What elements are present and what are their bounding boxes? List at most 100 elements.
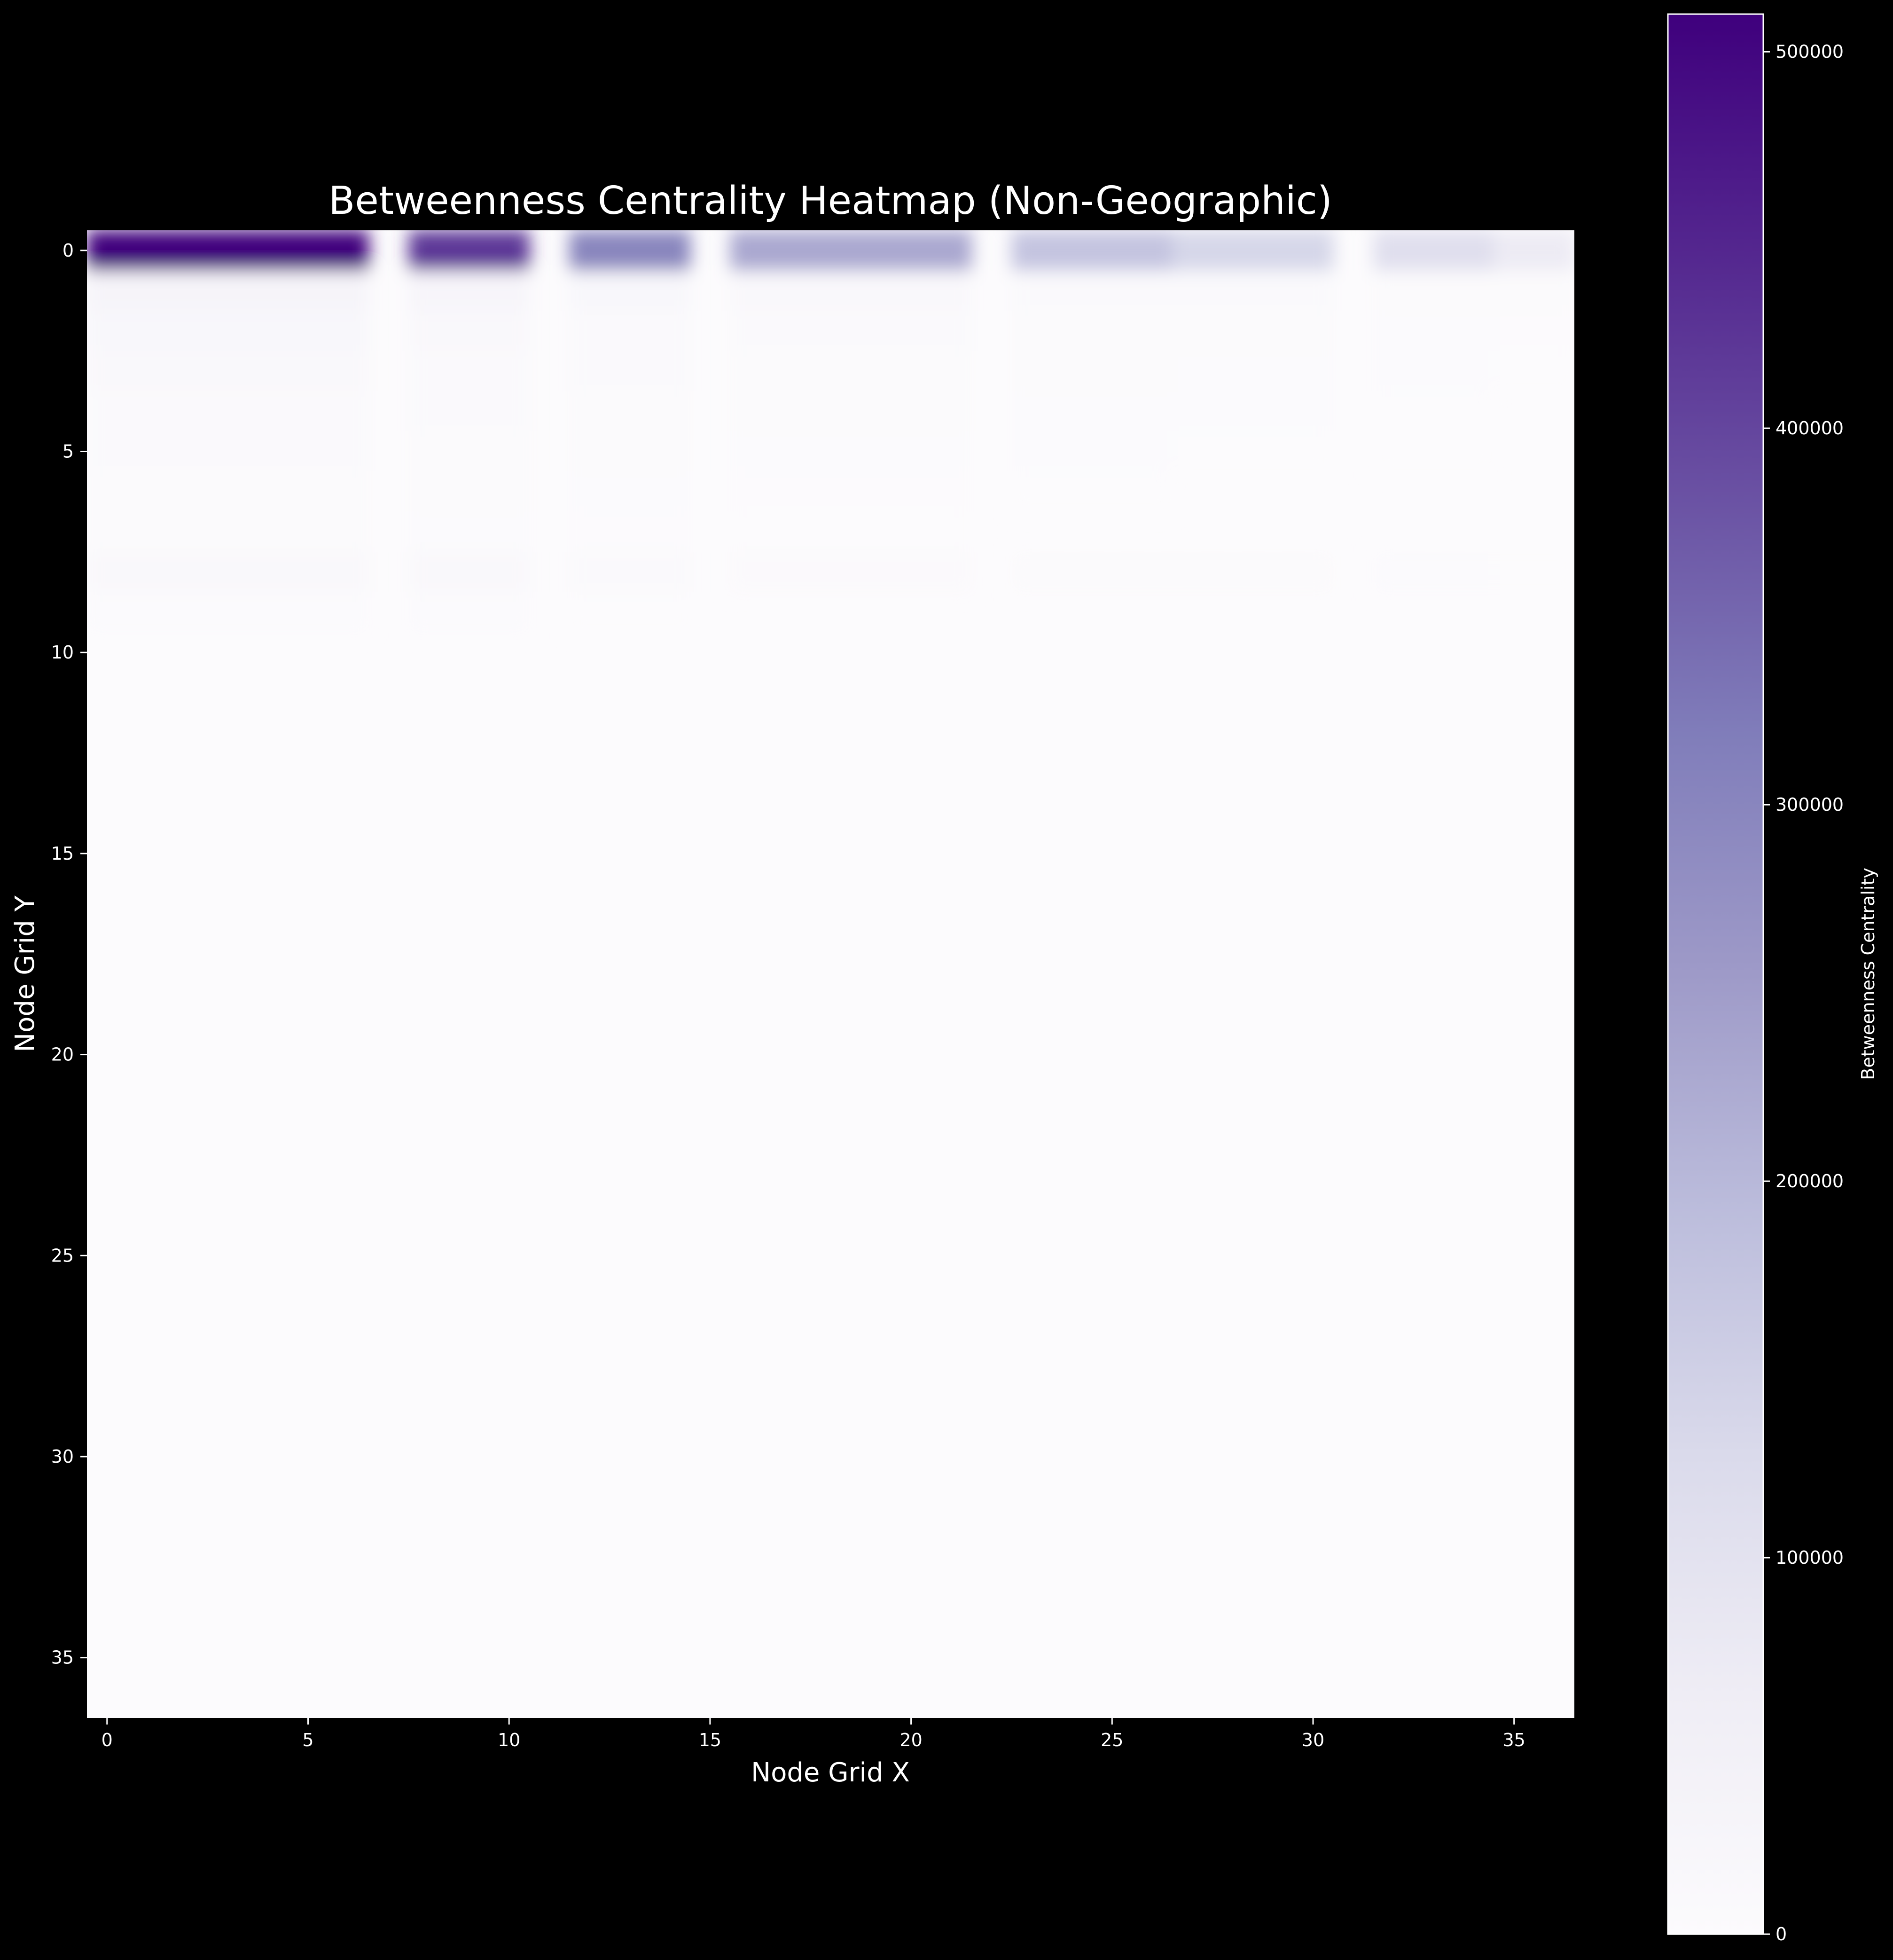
heatmap-cell — [207, 431, 249, 472]
x-axis-label: Node Grid X — [751, 1757, 910, 1788]
heatmap-cell — [569, 511, 610, 553]
heatmap-cell — [770, 552, 811, 593]
heatmap-cell — [730, 311, 771, 352]
heatmap-cell — [810, 351, 852, 392]
heatmap-cell — [167, 391, 208, 432]
heatmap-cell — [1252, 351, 1294, 392]
heatmap-cell — [288, 471, 329, 512]
heatmap-cell — [408, 351, 449, 392]
x-tick-label: 30 — [1302, 1730, 1324, 1750]
heatmap-cell — [1011, 391, 1052, 432]
heatmap-cell — [1373, 230, 1414, 271]
heatmap-cell — [931, 511, 972, 553]
heatmap-cell — [408, 270, 449, 312]
heatmap-cell — [127, 592, 168, 633]
heatmap-cell — [730, 552, 771, 593]
heatmap-cell — [167, 230, 208, 271]
heatmap-cell — [649, 511, 691, 553]
heatmap-cell — [569, 391, 610, 432]
colorbar-tick-label: 500000 — [1776, 41, 1844, 62]
heatmap-cell — [569, 351, 610, 392]
heatmap-cell — [207, 270, 249, 312]
heatmap-cell — [1494, 270, 1535, 312]
heatmap-cell — [1454, 311, 1494, 352]
heatmap-cell — [408, 311, 449, 352]
heatmap-cell — [730, 351, 771, 392]
heatmap-cell — [610, 431, 650, 472]
heatmap-cell — [1212, 311, 1253, 352]
heatmap-cell — [1413, 230, 1455, 271]
heatmap-cell — [408, 592, 449, 633]
heatmap-cell — [1011, 431, 1052, 472]
heatmap-cell — [288, 552, 329, 593]
colorbar-tick-label: 200000 — [1776, 1171, 1844, 1192]
heatmap-cell — [770, 391, 811, 432]
heatmap-cell — [851, 230, 892, 271]
heatmap-cell — [207, 511, 249, 553]
heatmap-cell — [1011, 552, 1052, 593]
heatmap-cell — [288, 270, 329, 312]
heatmap-cell — [649, 230, 691, 271]
heatmap-cell — [1172, 351, 1213, 392]
heatmap-cell — [1252, 391, 1294, 432]
heatmap-cell — [851, 351, 892, 392]
heatmap-cell — [328, 351, 369, 392]
heatmap-cell — [1172, 230, 1213, 271]
heatmap-cell — [1172, 391, 1213, 432]
heatmap-cell — [248, 270, 289, 312]
heatmap-cell — [1132, 351, 1173, 392]
heatmap-cell — [851, 471, 892, 512]
heatmap-cell — [1051, 311, 1093, 352]
heatmap-cell — [569, 431, 610, 472]
heatmap-cell — [288, 311, 329, 352]
heatmap-cell — [730, 431, 771, 472]
heatmap-cell — [1413, 351, 1455, 392]
heatmap-cell — [248, 592, 289, 633]
heatmap-cell — [1212, 391, 1253, 432]
heatmap-cell — [1534, 311, 1574, 352]
heatmap-cell — [127, 351, 168, 392]
heatmap-cell — [1092, 391, 1133, 432]
heatmap-cell — [610, 552, 650, 593]
heatmap-cells — [87, 230, 1574, 633]
heatmap-cell — [649, 592, 691, 633]
heatmap-cell — [1011, 230, 1052, 271]
heatmap-cell — [569, 471, 610, 512]
x-tick-label: 5 — [302, 1730, 313, 1750]
heatmap-cell — [1011, 270, 1052, 312]
heatmap-cell — [649, 552, 691, 593]
heatmap-cell — [610, 511, 650, 553]
y-tick-label: 35 — [51, 1647, 74, 1668]
heatmap-cell — [810, 552, 852, 593]
heatmap-cell — [448, 311, 490, 352]
heatmap-cell — [1494, 311, 1535, 352]
x-axis-ticks: 0 5 10 15 20 25 30 35 — [102, 1718, 1525, 1750]
heatmap-cell — [770, 511, 811, 553]
heatmap-cell — [649, 270, 691, 312]
heatmap-cell — [891, 270, 932, 312]
heatmap-cell — [1413, 391, 1455, 432]
heatmap-cell — [167, 351, 208, 392]
heatmap-cell — [1172, 431, 1213, 472]
heatmap-cell — [931, 270, 972, 312]
heatmap-cell — [891, 511, 932, 553]
heatmap-cell — [610, 592, 650, 633]
heatmap-cell — [810, 230, 852, 271]
heatmap-cell — [1051, 391, 1093, 432]
heatmap-cell — [1293, 552, 1334, 593]
heatmap-cell — [408, 391, 449, 432]
heatmap-cell — [1293, 431, 1334, 472]
heatmap-cell — [810, 471, 852, 512]
heatmap-cell — [649, 471, 691, 512]
heatmap-cell — [1293, 270, 1334, 312]
heatmap-cell — [1132, 471, 1173, 512]
heatmap-cell — [489, 431, 530, 472]
heatmap-cell — [448, 592, 490, 633]
heatmap-cell — [127, 511, 168, 553]
heatmap-cell — [1494, 351, 1535, 392]
heatmap-cell — [1132, 552, 1173, 593]
heatmap-cell — [408, 431, 449, 472]
heatmap-cell — [448, 471, 490, 512]
heatmap-cell — [1373, 391, 1414, 432]
heatmap-cell — [207, 471, 249, 512]
